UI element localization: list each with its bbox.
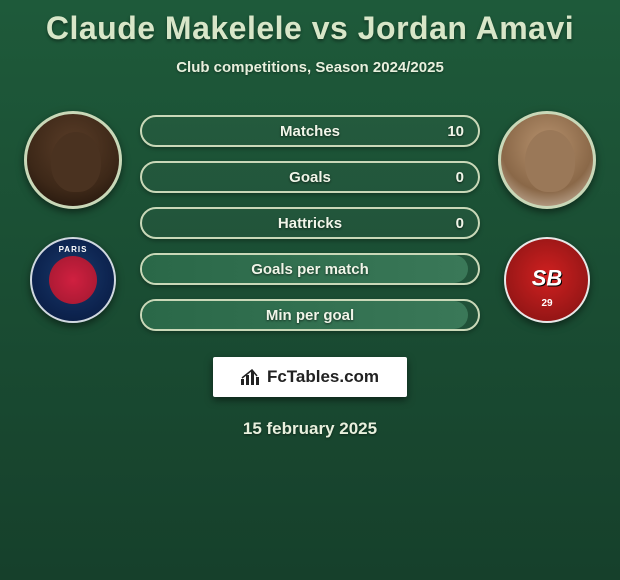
stat-label: Min per goal (266, 307, 354, 324)
stat-label: Goals (289, 169, 331, 186)
stat-bar-hattricks: Hattricks 0 (140, 207, 480, 239)
stats-column: Matches 10 Goals 0 Hattricks 0 Goals per… (140, 111, 480, 331)
stat-bar-goals: Goals 0 (140, 161, 480, 193)
stat-bar-min-per-goal: Min per goal (140, 299, 480, 331)
chart-icon (241, 369, 261, 385)
stat-right-value: 10 (447, 123, 464, 140)
stat-right-value: 0 (456, 169, 464, 186)
club-right-badge (504, 237, 590, 323)
player-left-avatar (24, 111, 122, 209)
player-right-column (492, 111, 602, 323)
stat-right-value: 0 (456, 215, 464, 232)
stat-bar-matches: Matches 10 (140, 115, 480, 147)
stat-bar-goals-per-match: Goals per match (140, 253, 480, 285)
player-left-column (18, 111, 128, 323)
stat-label: Hattricks (278, 215, 342, 232)
club-left-badge (30, 237, 116, 323)
comparison-row: Matches 10 Goals 0 Hattricks 0 Goals per… (0, 111, 620, 331)
player-right-avatar (498, 111, 596, 209)
subtitle: Club competitions, Season 2024/2025 (176, 59, 444, 76)
stat-label: Matches (280, 123, 340, 140)
date-text: 15 february 2025 (243, 419, 377, 439)
page-title: Claude Makelele vs Jordan Amavi (46, 10, 574, 47)
stat-label: Goals per match (251, 261, 369, 278)
brand-badge[interactable]: FcTables.com (213, 357, 407, 397)
brand-text: FcTables.com (267, 367, 379, 387)
